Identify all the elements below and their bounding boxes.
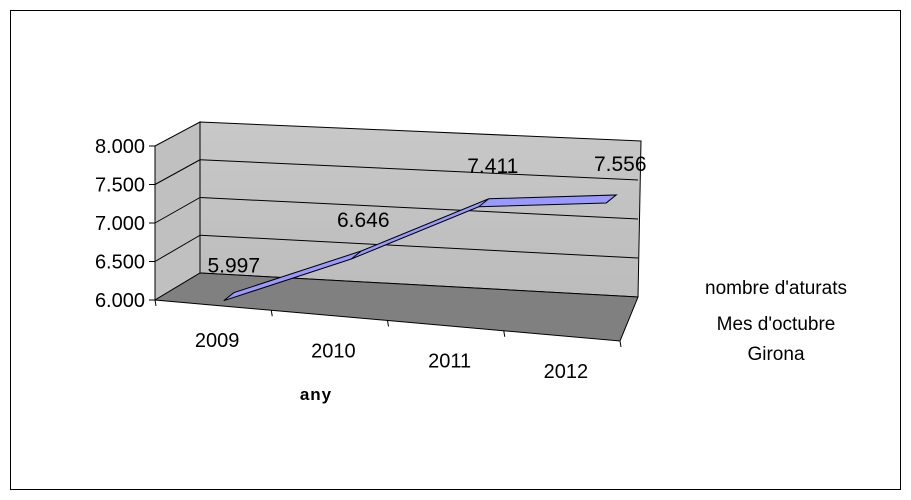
gridline-back (199, 234, 639, 259)
x-axis-title: any (300, 385, 332, 404)
y-tick-label: 7.000 (95, 213, 145, 235)
data-label-2012: 7.556 (594, 153, 647, 176)
x-tick-label: 2010 (311, 340, 356, 362)
legend-line-3: Girona (747, 344, 804, 365)
series-ribbon (223, 194, 618, 302)
chart-frame (10, 10, 901, 490)
series-point-2010 (350, 250, 362, 260)
x-axis: 2009 2010 2011 2012 (154, 299, 622, 383)
x-tick-mark (619, 340, 622, 348)
gridline-back (199, 159, 639, 181)
x-tick-mark (154, 299, 157, 307)
legend: nombre d'aturats Mes d'octubre Girona (705, 278, 847, 365)
gridline-back (199, 197, 639, 220)
x-tick-mark (503, 330, 506, 337)
x-tick-label: 2012 (544, 361, 589, 383)
x-tick-label: 2011 (428, 351, 471, 373)
gridline-side (154, 234, 201, 262)
data-label-2011: 7.411 (467, 155, 518, 178)
series-line-2009-2012 (223, 194, 618, 302)
data-labels: 5.997 6.646 7.411 7.556 (207, 153, 646, 278)
x-tick-mark (270, 310, 273, 317)
chart-side-wall (154, 121, 201, 301)
y-tick-label: 6.500 (95, 252, 145, 274)
chart-back-wall (199, 121, 642, 298)
x-tick-mark (387, 320, 389, 327)
y-axis: 6.000 6.500 7.000 7.500 8.000 (95, 136, 155, 312)
y-tick-label: 7.500 (95, 175, 145, 197)
gridlines (154, 159, 639, 262)
data-label-2009: 5.997 (207, 255, 260, 278)
legend-line-2: Mes d'octubre (717, 314, 836, 335)
y-tick-label: 6.000 (95, 290, 145, 312)
data-label-2010: 6.646 (337, 209, 390, 232)
chart-floor (153, 272, 639, 342)
y-tick-label: 8.000 (95, 136, 145, 158)
series-point-2011 (478, 198, 490, 208)
x-tick-label: 2009 (195, 330, 240, 352)
legend-line-1: nombre d'aturats (705, 278, 847, 299)
gridline-side (154, 159, 201, 185)
gridline-side (154, 197, 201, 224)
